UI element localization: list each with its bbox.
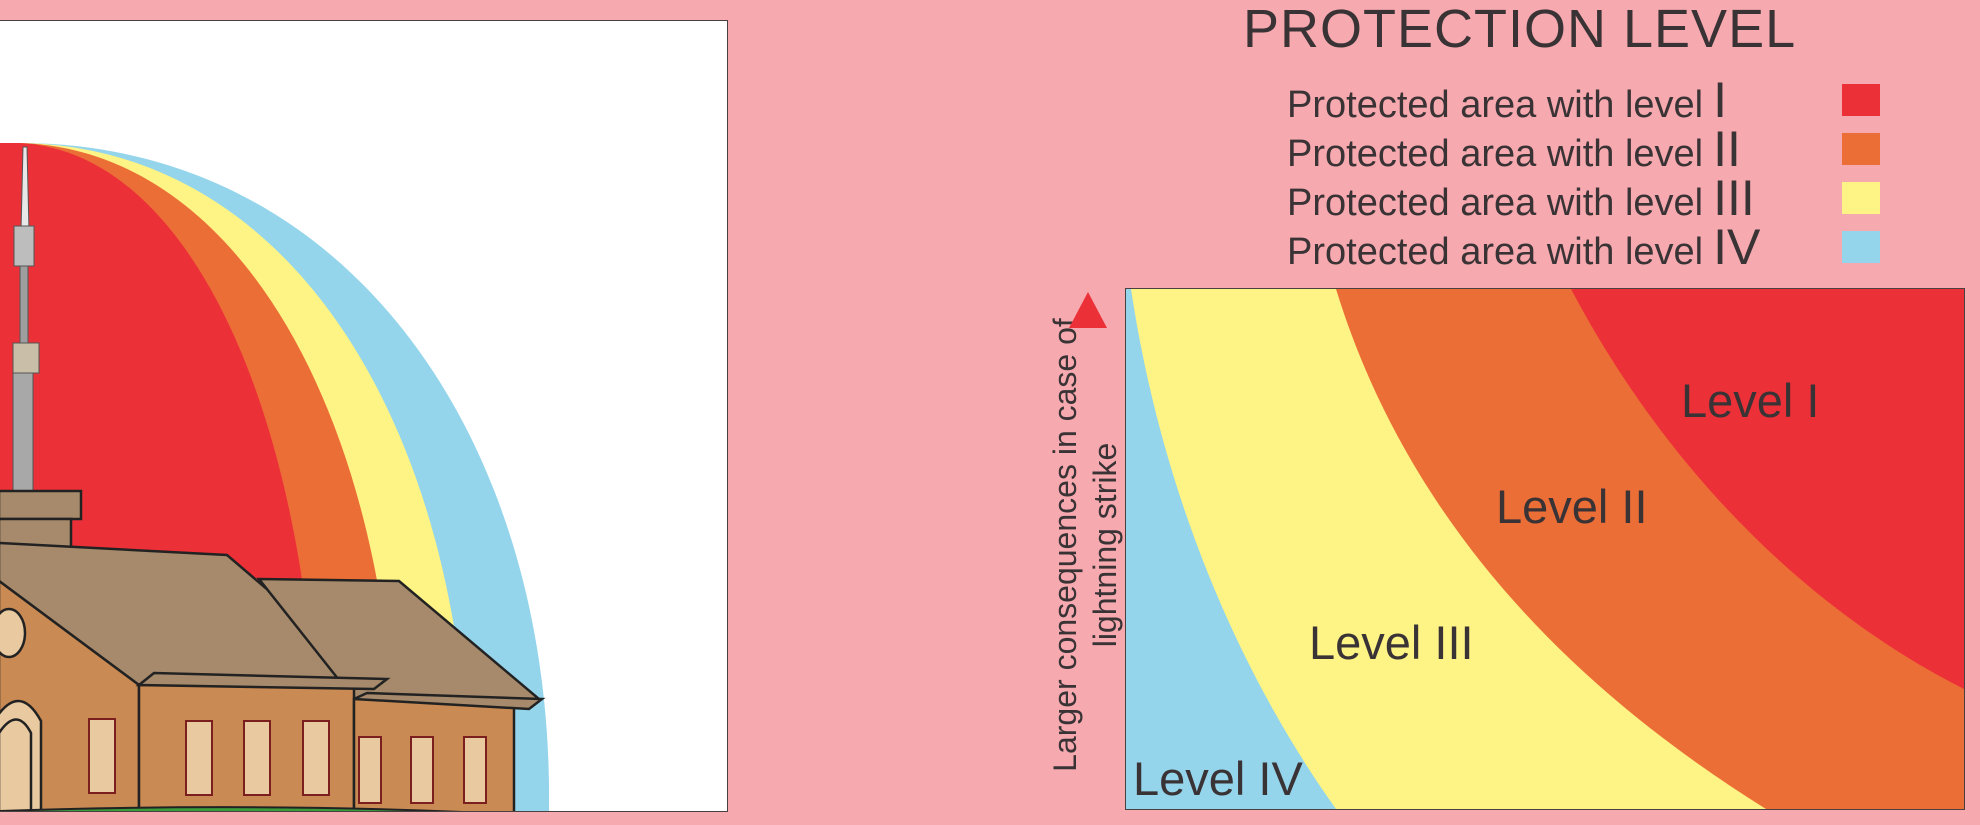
legend-swatch-level-i: [1842, 84, 1880, 116]
page-title: PROTECTION LEVEL: [1243, 0, 1797, 59]
up-arrow-icon: [1069, 292, 1107, 328]
zone-label-level-iv: Level IV: [1133, 752, 1303, 805]
legend-numeral: I: [1713, 72, 1728, 128]
legend-swatch-level-iii: [1842, 182, 1880, 214]
illustration-panel: [0, 20, 728, 812]
y-axis-label-text: Larger consequences in case of lightning…: [1047, 318, 1123, 772]
zone-label-level-i: Level I: [1681, 374, 1820, 427]
building: [0, 489, 546, 811]
protection-level-chart: Level I Level II Level III Level IV: [1125, 288, 1965, 810]
legend: Protected area with level I Protected are…: [1287, 75, 1887, 273]
legend-item-level-iv: Protected area with level IV: [1287, 222, 1887, 273]
zone-label-level-ii: Level II: [1496, 480, 1648, 533]
zone-band-level-i: [1571, 289, 1964, 689]
legend-numeral: II: [1713, 121, 1741, 177]
legend-label: Protected area with level: [1287, 231, 1704, 273]
legend-item-level-ii: Protected area with level II: [1287, 124, 1887, 175]
legend-swatch-level-ii: [1842, 133, 1880, 165]
zone-label-level-iii: Level III: [1309, 616, 1474, 669]
legend-item-level-i: Protected area with level I: [1287, 75, 1887, 126]
lightning-rod: [12, 146, 40, 494]
legend-item-level-iii: Protected area with level III: [1287, 173, 1887, 224]
legend-numeral: III: [1713, 170, 1755, 226]
legend-label: Protected area with level: [1287, 133, 1704, 175]
y-axis-label: Larger consequences in case of lightning…: [1035, 290, 1135, 800]
legend-numeral: IV: [1713, 219, 1761, 275]
building-windows: [88, 718, 487, 804]
legend-label: Protected area with level: [1287, 182, 1704, 224]
legend-swatch-level-iv: [1842, 231, 1880, 263]
legend-label: Protected area with level: [1287, 84, 1704, 126]
zone-bands: [1131, 289, 1964, 809]
protection-zone-illustration: [0, 143, 550, 811]
